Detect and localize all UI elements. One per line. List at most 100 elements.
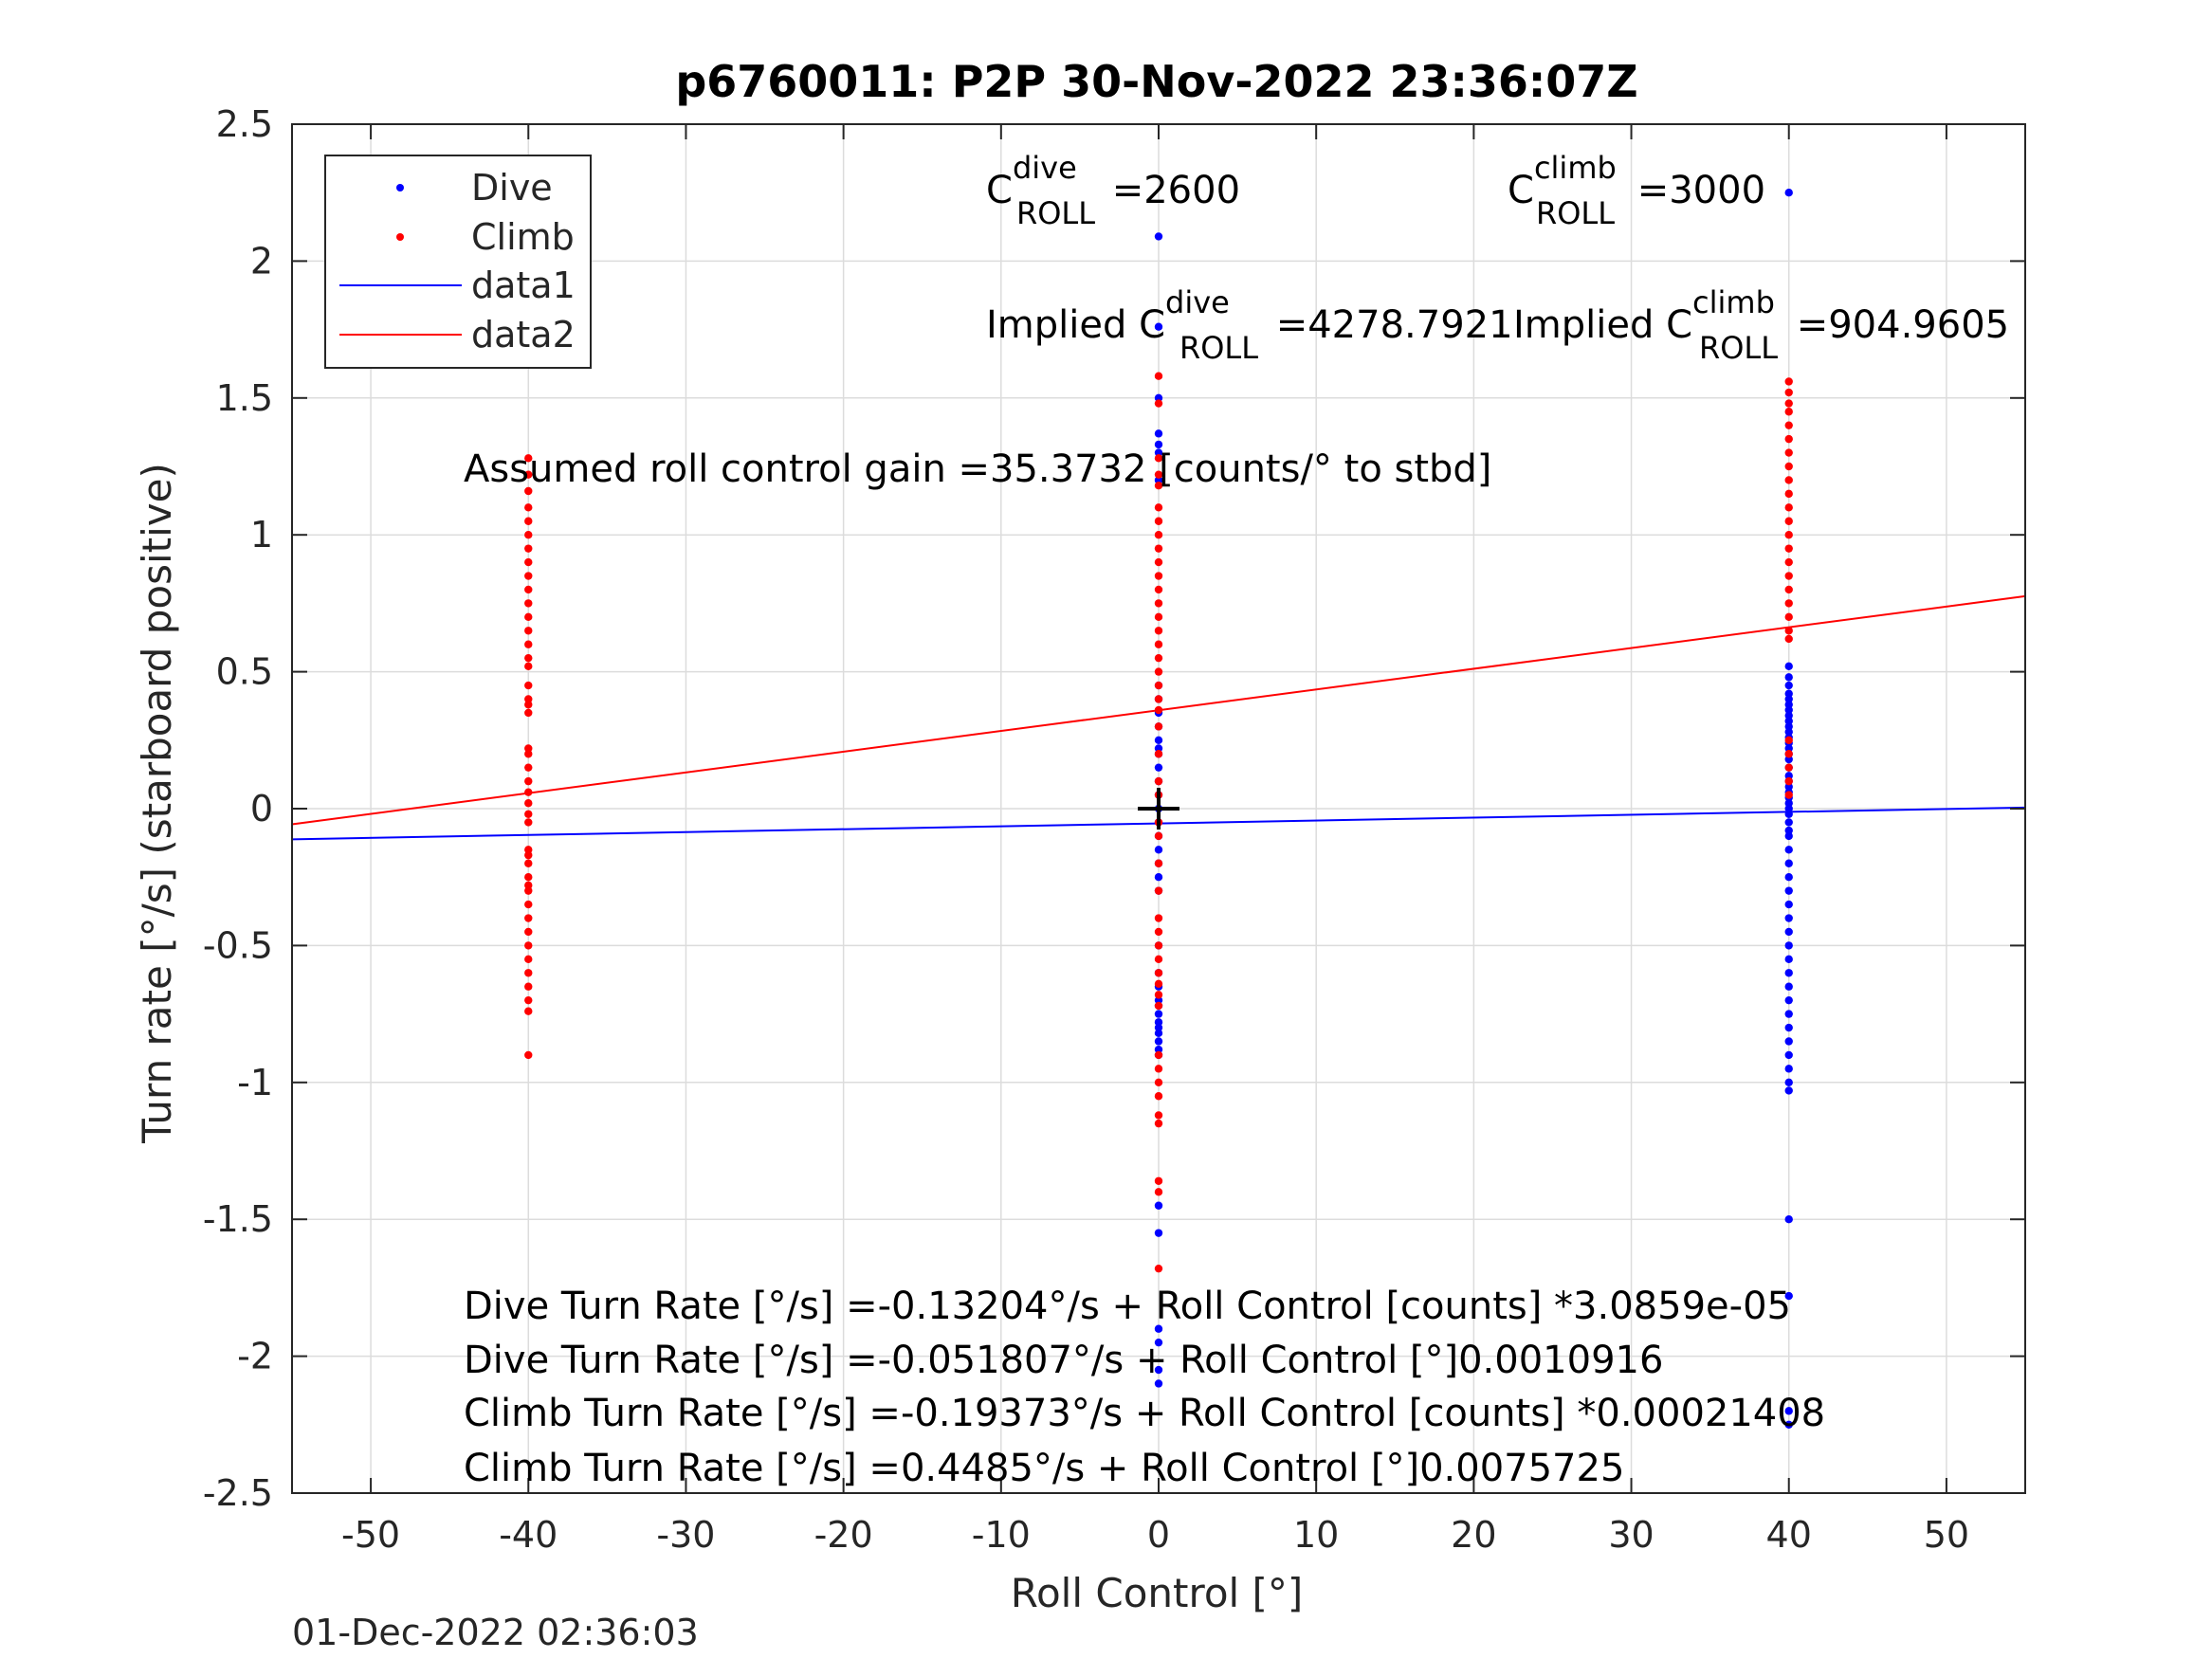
dive-point <box>1784 717 1793 725</box>
climb-point <box>1154 831 1163 841</box>
climb-point <box>1154 886 1163 895</box>
climb-point <box>1154 776 1163 786</box>
dive-point <box>1784 705 1793 715</box>
dive-point <box>1784 1078 1793 1087</box>
dive-point <box>1784 995 1793 1005</box>
dive-point <box>1784 1010 1793 1018</box>
dive-point <box>1154 1018 1163 1027</box>
climb-point <box>524 531 533 539</box>
y-tick-label: -2 <box>237 1336 273 1377</box>
dive-point <box>1784 914 1793 922</box>
climb-point <box>524 955 533 964</box>
climb-point <box>1154 1078 1163 1087</box>
climb-point <box>524 695 533 703</box>
climb-point <box>1784 399 1793 408</box>
dive-point <box>1154 846 1163 854</box>
climb-point <box>524 969 533 977</box>
climb-point <box>1784 517 1793 525</box>
climb-point <box>524 1050 533 1060</box>
dive-point <box>1154 1029 1163 1038</box>
y-tick-label: 2 <box>250 240 273 282</box>
climb-point <box>1784 421 1793 429</box>
climb-point <box>1154 695 1163 703</box>
climb-point <box>1154 705 1163 715</box>
dive-point <box>1784 846 1793 854</box>
c-dive-sub: ROLL <box>1016 195 1095 231</box>
gain-annotation: Assumed roll control gain =35.3732 [coun… <box>464 447 1491 491</box>
climb-point <box>1784 791 1793 799</box>
climb-point <box>524 859 533 867</box>
climb-point <box>524 914 533 922</box>
x-tick-label: 50 <box>1924 1514 1969 1556</box>
c-climb-sup: climb <box>1534 150 1617 186</box>
c-climb-value: =3000 <box>1625 169 1765 212</box>
dive-point <box>1784 955 1793 964</box>
dive-point <box>1784 744 1793 753</box>
x-axis-label: Roll Control [°] <box>1011 1570 1304 1616</box>
climb-point <box>1784 612 1793 622</box>
dive-point <box>1154 1365 1163 1375</box>
y-tick-label: -0.5 <box>203 924 273 966</box>
y-tick-label: 0 <box>250 788 273 830</box>
climb-point <box>524 517 533 525</box>
climb-point <box>1154 750 1163 758</box>
climb-point <box>524 776 533 786</box>
climb-point <box>524 470 533 479</box>
dive-point <box>1154 393 1163 402</box>
climb-point <box>1154 1264 1163 1273</box>
climb-point <box>1154 572 1163 580</box>
dive-point <box>1784 810 1793 818</box>
dive-point <box>1784 1065 1793 1073</box>
climb-point <box>524 810 533 818</box>
climb-point <box>1154 1050 1163 1060</box>
dive-point <box>1784 681 1793 690</box>
dive-point <box>1154 763 1163 772</box>
implied-climb-sub: ROLL <box>1699 330 1778 366</box>
dive-point <box>1784 673 1793 682</box>
dive-point <box>1784 1407 1793 1415</box>
implied-climb-value: =904.9605 <box>1784 303 2009 347</box>
climb-point <box>1154 681 1163 690</box>
climb-point <box>1154 914 1163 922</box>
climb-point <box>1154 991 1163 999</box>
legend-climb-marker <box>396 233 404 241</box>
legend-dive-marker <box>396 184 404 191</box>
climb-point <box>1784 544 1793 553</box>
climb-point <box>524 486 533 496</box>
dive-point <box>1154 1379 1163 1388</box>
legend-data1-label: data1 <box>471 264 576 306</box>
dive-point <box>1784 662 1793 671</box>
climb-point <box>1784 585 1793 594</box>
climb-point <box>1784 599 1793 608</box>
c-dive-base: C <box>986 169 1013 212</box>
dive-point <box>1154 1229 1163 1237</box>
implied-dive-value: =4278.7921 <box>1264 303 1513 347</box>
dive-point <box>1154 995 1163 1005</box>
climb-point <box>1154 1092 1163 1101</box>
climb-point <box>1154 585 1163 594</box>
dive-point <box>1784 1215 1793 1224</box>
climb-point <box>1784 750 1793 758</box>
climb-point <box>524 886 533 895</box>
climb-point <box>1154 1176 1163 1185</box>
dive-point <box>1784 804 1793 813</box>
dive-point <box>1784 1086 1793 1095</box>
climb-point <box>1154 627 1163 635</box>
x-tick-label: -10 <box>972 1514 1031 1556</box>
climb-point <box>524 572 533 580</box>
climb-point <box>1784 736 1793 744</box>
dive-point <box>1784 941 1793 950</box>
climb-point <box>1154 979 1163 989</box>
climb-point <box>524 927 533 937</box>
climb-point <box>524 744 533 753</box>
climb-point <box>1154 941 1163 950</box>
climb-point <box>524 585 533 594</box>
x-tick-label: -20 <box>814 1514 873 1556</box>
implied-dive-annotation: Implied Cdive ROLL =4278.7921 <box>986 284 1513 366</box>
dive-point <box>1784 755 1793 764</box>
climb-point <box>1154 599 1163 608</box>
climb-point <box>1784 388 1793 397</box>
climb-point <box>524 818 533 827</box>
y-tick-label: 1 <box>250 514 273 556</box>
y-tick-label: -1 <box>237 1062 273 1103</box>
